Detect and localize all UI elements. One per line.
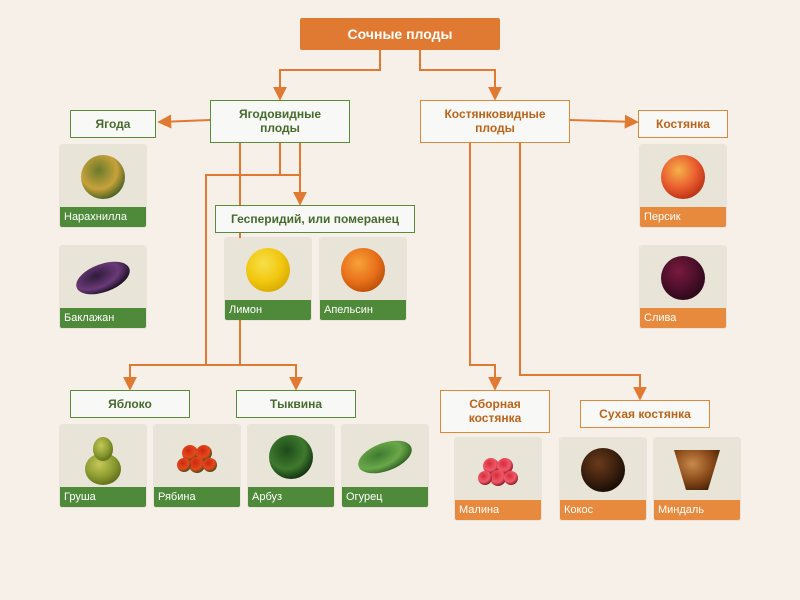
card-sliva: Слива	[640, 246, 726, 328]
baklazhan-image	[60, 246, 146, 308]
apelsin-label: Апельсин	[320, 300, 406, 320]
connector	[280, 140, 300, 203]
root-title: Сочные плоды	[300, 18, 500, 50]
limon-image	[225, 238, 311, 300]
arbuz-image	[248, 425, 334, 487]
persik-image	[640, 145, 726, 207]
sliva-label: Слива	[640, 308, 726, 328]
card-ryabina: Рябина	[154, 425, 240, 507]
narakhnilla-label: Нарахнилла	[60, 207, 146, 227]
card-arbuz: Арбуз	[248, 425, 334, 507]
kokos-label: Кокос	[560, 500, 646, 520]
arbuz-label: Арбуз	[248, 487, 334, 507]
connector	[280, 50, 380, 98]
ryabina-label: Рябина	[154, 487, 240, 507]
ogurets-image	[342, 425, 428, 487]
malina-label: Малина	[455, 500, 541, 520]
grusha-label: Груша	[60, 487, 146, 507]
box-gesperidiy: Гесперидий, или померанец	[215, 205, 415, 233]
grusha-image	[60, 425, 146, 487]
ogurets-label: Огурец	[342, 487, 428, 507]
connector	[420, 50, 495, 98]
box-sbornaya: Сборная костянка	[440, 390, 550, 433]
box-yabloko: Яблоко	[70, 390, 190, 418]
connector	[570, 120, 636, 122]
kokos-image	[560, 438, 646, 500]
apelsin-image	[320, 238, 406, 300]
narakhnilla-image	[60, 145, 146, 207]
malina-image	[455, 438, 541, 500]
card-grusha: Груша	[60, 425, 146, 507]
box-yagodovidnye: Ягодовидные плоды	[210, 100, 350, 143]
box-kostyankovid: Костянковидные плоды	[420, 100, 570, 143]
box-kostyanka: Костянка	[638, 110, 728, 138]
box-yagoda: Ягода	[70, 110, 156, 138]
limon-label: Лимон	[225, 300, 311, 320]
card-apelsin: Апельсин	[320, 238, 406, 320]
connector	[520, 140, 640, 398]
baklazhan-label: Баклажан	[60, 308, 146, 328]
connector	[130, 140, 240, 388]
mindal-label: Миндаль	[654, 500, 740, 520]
card-limon: Лимон	[225, 238, 311, 320]
card-malina: Малина	[455, 438, 541, 520]
mindal-image	[654, 438, 740, 500]
card-narakhnilla: Нарахнилла	[60, 145, 146, 227]
box-tykvina: Тыквина	[236, 390, 356, 418]
persik-label: Персик	[640, 207, 726, 227]
ryabina-image	[154, 425, 240, 487]
sliva-image	[640, 246, 726, 308]
card-ogurets: Огурец	[342, 425, 428, 507]
card-baklazhan: Баклажан	[60, 246, 146, 328]
card-persik: Персик	[640, 145, 726, 227]
connector	[160, 120, 210, 122]
card-mindal: Миндаль	[654, 438, 740, 520]
card-kokos: Кокос	[560, 438, 646, 520]
connector	[470, 140, 495, 388]
box-sukhaya: Сухая костянка	[580, 400, 710, 428]
